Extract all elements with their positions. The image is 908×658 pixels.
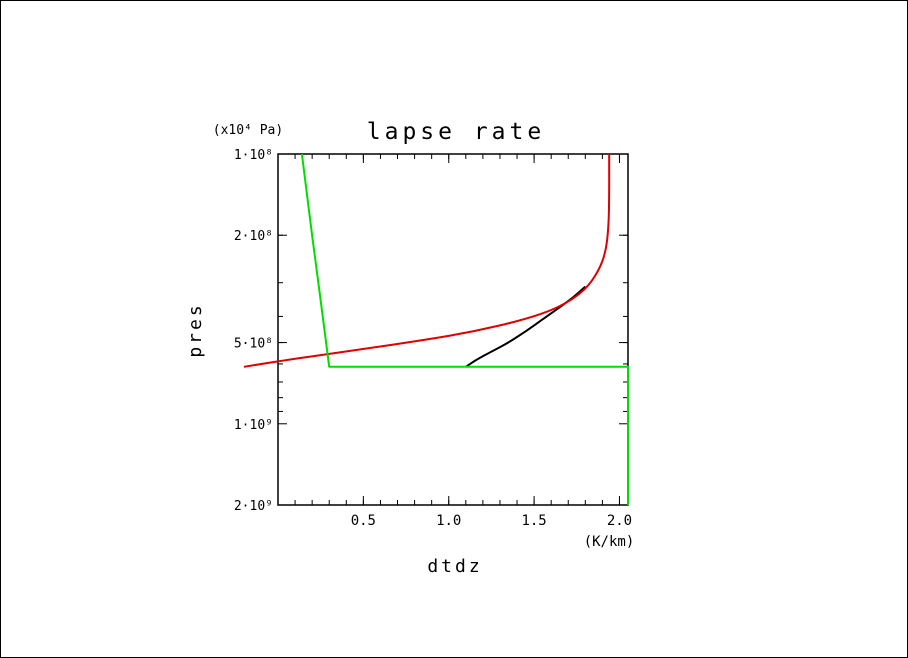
x-tick-label: 0.5 (351, 513, 376, 529)
y-tick-label: 1·10⁸ (234, 148, 273, 163)
y-tick-label: 2·10⁸ (234, 229, 273, 244)
x-axis-label: dtdz (427, 556, 482, 577)
y-tick-label: 5·10⁸ (234, 337, 273, 352)
x-tick-label: 1.5 (521, 513, 546, 529)
x-tick-label: 1.0 (436, 513, 461, 529)
series-line-1 (465, 285, 586, 368)
y-tick-label: 2·10⁹ (234, 499, 273, 514)
y-tick-label: 1·10⁹ (234, 418, 273, 433)
y-axis-label: pres (185, 302, 206, 357)
y-axis-unit: (x10⁴ Pa) (213, 123, 283, 138)
x-tick-label: 2.0 (607, 513, 632, 529)
axes-box (277, 153, 629, 506)
x-axis-unit: (K/km) (584, 534, 635, 550)
chart-title: lapse rate (367, 119, 545, 145)
series-line-2 (243, 154, 611, 368)
plot-area: 1·10⁸ 2·10⁸ 5·10⁸ 1·10⁹ 2·10⁹ 0.5 1.0 1.5 2.0 (234, 148, 632, 529)
series-line-3 (300, 153, 629, 505)
